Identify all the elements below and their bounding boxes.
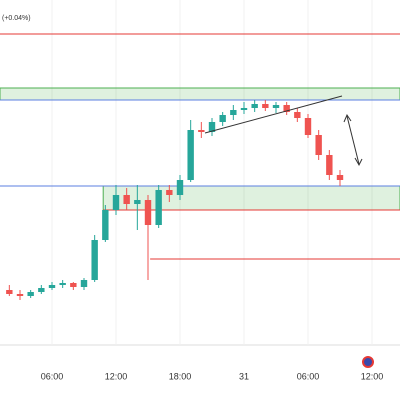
arrow-head [343, 113, 363, 167]
candle-body [70, 283, 77, 287]
trend-line [204, 95, 343, 134]
header-text: (+0.04%) [2, 15, 31, 22]
candle-body [155, 190, 162, 225]
candle-body [283, 105, 290, 112]
x-tick-label: 06:00 [41, 371, 64, 381]
candle-body [134, 200, 141, 204]
icon [362, 356, 374, 368]
candle-body [176, 180, 184, 195]
x-tick-label: 06:00 [297, 371, 320, 381]
candle-body [219, 115, 226, 122]
candle-body [187, 130, 194, 180]
zone [0, 87, 400, 101]
candle-body [102, 210, 109, 240]
candle-body [240, 108, 248, 110]
candle-body [27, 292, 34, 296]
candle-body [91, 240, 98, 280]
x-tick-label: 18:00 [169, 371, 192, 381]
candle-body [208, 122, 216, 132]
arrow [346, 115, 360, 165]
candle-body [144, 200, 152, 225]
candle-body [112, 195, 120, 210]
candle-body [272, 105, 280, 108]
x-tick-label: 31 [239, 371, 249, 381]
candle-body [6, 290, 13, 294]
candle-body [123, 195, 130, 204]
candle-body [326, 155, 333, 175]
x-tick-label: 12:00 [105, 371, 128, 381]
candle-body [315, 135, 322, 155]
candle-body [16, 294, 24, 296]
candle-body [48, 285, 56, 288]
candle-body [262, 104, 269, 108]
candle-body [38, 288, 45, 292]
candle-body [251, 104, 258, 108]
candle-body [336, 175, 344, 180]
candle-body [80, 280, 88, 287]
candle-body [294, 112, 301, 118]
candle-body [166, 190, 173, 195]
candle-body [198, 130, 205, 132]
candle-body [230, 110, 237, 115]
candle-body [59, 283, 66, 285]
candle-body [304, 118, 312, 135]
x-tick-label: 12:00 [361, 371, 384, 381]
